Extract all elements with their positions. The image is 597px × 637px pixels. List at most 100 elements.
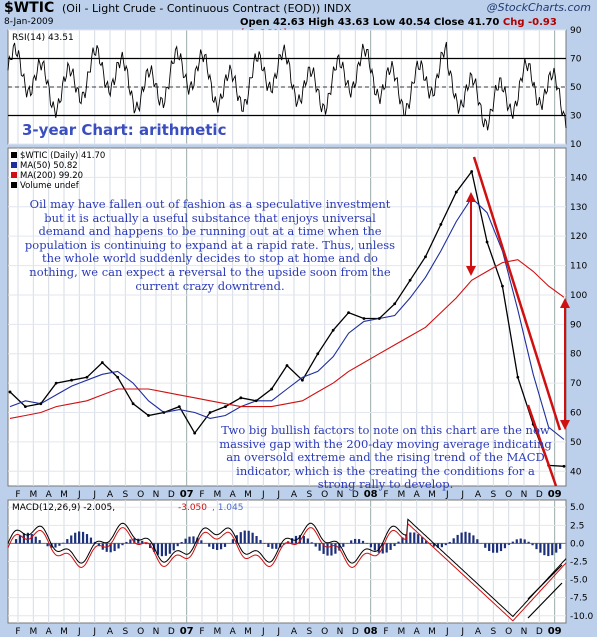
x-tick-label: A [107, 490, 114, 500]
legend-swatch [11, 162, 17, 168]
macd-histogram-bar [306, 538, 309, 544]
macd-histogram-bar [290, 538, 294, 544]
x-tick-label: 09 [548, 626, 562, 637]
rsi-line [7, 41, 567, 131]
ohlc-values: Open 42.63 High 43.63 Low 40.54 Close 41… [240, 17, 500, 28]
price-point [393, 302, 397, 306]
macd-histogram-bar [535, 543, 538, 550]
macd-histogram-bar [559, 543, 562, 549]
legend-swatch [11, 172, 17, 178]
macd-histogram-bar [354, 538, 357, 544]
x-tick-label: D [536, 490, 543, 500]
macd-histogram-bar [74, 532, 77, 544]
macd-histogram-bar [164, 543, 167, 556]
macd-histogram-bar [413, 532, 416, 544]
macd-histogram-bar [160, 543, 164, 557]
price-y-tick: 50 [570, 438, 582, 448]
macd-histogram-bar [511, 541, 514, 544]
macd-histogram-bar [444, 543, 447, 546]
price-point [501, 284, 504, 288]
chart-label: 3-year Chart: arithmetic [22, 121, 226, 139]
symbol-title: $WTIC [4, 0, 55, 16]
macd-histogram-bar [109, 543, 112, 553]
macd-histogram-bar [38, 540, 41, 544]
price-point [377, 317, 381, 320]
macd-histogram-bar [117, 543, 120, 549]
macd-histogram-bar [271, 543, 274, 549]
macd-histogram-bar [472, 535, 475, 544]
rsi-legend: RSI(14) 43.51 [12, 33, 74, 43]
macd-histogram-bar [243, 530, 246, 544]
macd-y-tick: -10.0 [570, 612, 594, 622]
macd-histogram-bar [397, 541, 400, 544]
price-point [8, 390, 12, 394]
macd-histogram-bar [298, 535, 302, 544]
macd-histogram-bar [373, 543, 376, 551]
macd-histogram-bar [54, 543, 57, 548]
arrow-head [560, 420, 570, 430]
x-tick-label: N [521, 627, 528, 637]
price-point [85, 375, 89, 379]
macd-y-tick: 0.0 [570, 539, 585, 549]
macd-histogram-bar [318, 543, 321, 551]
x-tick-label: O [505, 627, 512, 637]
downtrend-line [472, 156, 562, 431]
rsi-y-tick: 90 [570, 26, 582, 36]
macd-histogram-bar [145, 543, 148, 545]
macd-histogram-bar [275, 543, 278, 549]
x-tick-label: A [291, 627, 298, 637]
x-tick-label: A [291, 490, 298, 500]
x-tick-label: M [428, 490, 436, 500]
macd-histogram-bar [425, 540, 428, 544]
macd-histogram-bar [188, 536, 191, 544]
x-tick-label: J [92, 490, 96, 500]
macd-histogram-bar [330, 543, 333, 556]
price-point [331, 328, 335, 332]
x-tick-label: J [77, 490, 81, 500]
x-tick-label: O [137, 627, 144, 637]
x-tick-label: F [383, 490, 388, 500]
arrow-head [466, 192, 476, 202]
x-tick-label: M [60, 490, 68, 500]
macd-histogram-bar [89, 537, 93, 544]
x-tick-label: J [276, 627, 280, 637]
macd-histogram-bar [129, 539, 132, 544]
x-tick-label: M [244, 490, 252, 500]
price-point [70, 378, 73, 382]
x-tick-label: J [445, 490, 449, 500]
macd-histogram-bar [539, 543, 542, 553]
x-tick-label: M [244, 627, 252, 637]
price-legend: Volume undef [20, 181, 80, 191]
macd-histogram-bar [381, 543, 384, 554]
price-point [224, 405, 227, 409]
macd-histogram-bar [377, 543, 380, 553]
macd-uptrend-upper [527, 564, 563, 600]
macd-legend-signal: -3.050 [178, 503, 207, 513]
x-tick-label: N [337, 627, 344, 637]
macd-histogram-bar [468, 532, 471, 544]
macd-histogram-bar [543, 543, 546, 556]
macd-histogram-bar [46, 543, 49, 547]
symbol-description: (Oil - Light Crude - Continuous Contract… [62, 2, 352, 15]
macd-histogram-bar [503, 543, 507, 549]
macd-histogram-bar [547, 543, 550, 557]
x-tick-label: A [230, 627, 237, 637]
x-tick-label: F [199, 627, 204, 637]
macd-histogram-bar [223, 543, 227, 547]
legend-swatch [11, 152, 17, 158]
price-y-tick: 140 [570, 173, 587, 183]
price-point [254, 399, 258, 403]
macd-legend: MACD(12,26,9) -2.005, [12, 503, 115, 513]
stockcharts-logo[interactable]: @StockCharts.com [486, 1, 591, 14]
x-tick-label: J [261, 490, 265, 500]
macd-histogram-bar [492, 543, 495, 553]
macd-histogram-bar [125, 541, 128, 544]
macd-histogram-bar [464, 531, 467, 544]
macd-histogram-bar [342, 543, 345, 547]
rsi-y-tick: 10 [570, 140, 582, 150]
price-point [177, 405, 181, 409]
macd-histogram-bar [184, 538, 187, 544]
price-point [285, 364, 289, 367]
x-tick-label: D [536, 627, 543, 637]
